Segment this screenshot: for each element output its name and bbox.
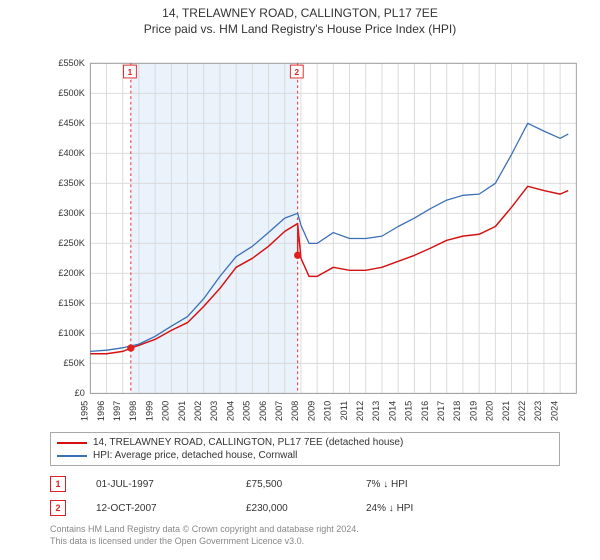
svg-text:2020: 2020 <box>485 401 495 421</box>
svg-text:2013: 2013 <box>371 401 381 421</box>
svg-text:2015: 2015 <box>404 401 414 421</box>
transaction-delta: 24% ↓ HPI <box>366 503 413 514</box>
transaction-price: £230,000 <box>246 503 366 514</box>
svg-text:£250K: £250K <box>58 238 84 248</box>
svg-text:2001: 2001 <box>177 401 187 421</box>
svg-text:2023: 2023 <box>533 401 543 421</box>
svg-text:2024: 2024 <box>549 401 559 421</box>
svg-text:£100K: £100K <box>58 328 84 338</box>
svg-text:2012: 2012 <box>355 401 365 421</box>
transaction-date: 12-OCT-2007 <box>96 503 246 514</box>
transaction-row: 2 12-OCT-2007 £230,000 24% ↓ HPI <box>50 496 560 520</box>
svg-text:2022: 2022 <box>517 401 527 421</box>
svg-text:2006: 2006 <box>258 401 268 421</box>
svg-text:2014: 2014 <box>387 401 397 421</box>
svg-text:£550K: £550K <box>58 58 84 68</box>
svg-text:£150K: £150K <box>58 298 84 308</box>
svg-text:1998: 1998 <box>128 401 138 421</box>
title-block: 14, TRELAWNEY ROAD, CALLINGTON, PL17 7EE… <box>0 0 600 37</box>
svg-text:£200K: £200K <box>58 268 84 278</box>
svg-text:£300K: £300K <box>58 208 84 218</box>
transaction-badge: 2 <box>50 500 66 516</box>
svg-text:1997: 1997 <box>112 401 122 421</box>
svg-text:£450K: £450K <box>58 118 84 128</box>
legend-swatch <box>57 455 87 457</box>
svg-text:1996: 1996 <box>96 401 106 421</box>
transaction-row: 1 01-JUL-1997 £75,500 7% ↓ HPI <box>50 472 560 496</box>
svg-text:£400K: £400K <box>58 148 84 158</box>
chart-svg: £0 £50K £100K £150K £200K £250K £300K £350K £400… <box>50 48 580 438</box>
legend-swatch <box>57 442 87 444</box>
legend-box: 14, TRELAWNEY ROAD, CALLINGTON, PL17 7EE… <box>50 432 560 466</box>
svg-text:2003: 2003 <box>209 401 219 421</box>
legend-label: 14, TRELAWNEY ROAD, CALLINGTON, PL17 7EE… <box>93 437 403 448</box>
svg-text:£50K: £50K <box>63 358 84 368</box>
svg-text:2004: 2004 <box>225 401 235 421</box>
transaction-price: £75,500 <box>246 479 366 490</box>
svg-text:2010: 2010 <box>323 401 333 421</box>
legend-row: 14, TRELAWNEY ROAD, CALLINGTON, PL17 7EE… <box>57 436 553 449</box>
transaction-badge: 1 <box>50 476 66 492</box>
svg-text:2005: 2005 <box>242 401 252 421</box>
svg-text:2007: 2007 <box>274 401 284 421</box>
transaction-delta: 7% ↓ HPI <box>366 479 408 490</box>
legend-row: HPI: Average price, detached house, Corn… <box>57 449 553 462</box>
svg-text:1999: 1999 <box>144 401 154 421</box>
badge-num: 2 <box>55 503 60 513</box>
svg-text:2018: 2018 <box>452 401 462 421</box>
chart-container: 14, TRELAWNEY ROAD, CALLINGTON, PL17 7EE… <box>0 0 600 560</box>
title-line2: Price paid vs. HM Land Registry's House … <box>0 22 600 38</box>
footer-line1: Contains HM Land Registry data © Crown c… <box>50 524 359 536</box>
badge-num: 1 <box>55 479 60 489</box>
svg-text:1995: 1995 <box>80 401 90 421</box>
svg-text:1: 1 <box>128 68 133 77</box>
svg-text:2000: 2000 <box>161 401 171 421</box>
svg-text:2021: 2021 <box>501 401 511 421</box>
svg-text:2019: 2019 <box>468 401 478 421</box>
svg-text:£500K: £500K <box>58 88 84 98</box>
footer: Contains HM Land Registry data © Crown c… <box>50 524 359 547</box>
transaction-date: 01-JUL-1997 <box>96 479 246 490</box>
svg-text:£0: £0 <box>75 388 85 398</box>
svg-text:2017: 2017 <box>436 401 446 421</box>
legend-label: HPI: Average price, detached house, Corn… <box>93 450 297 461</box>
transactions-table: 1 01-JUL-1997 £75,500 7% ↓ HPI 2 12-OCT-… <box>50 472 560 520</box>
svg-text:2008: 2008 <box>290 401 300 421</box>
svg-text:2016: 2016 <box>420 401 430 421</box>
chart-area: £0 £50K £100K £150K £200K £250K £300K £350K £400… <box>50 48 580 408</box>
svg-text:2009: 2009 <box>306 401 316 421</box>
svg-text:£350K: £350K <box>58 178 84 188</box>
svg-text:2011: 2011 <box>339 401 349 421</box>
footer-line2: This data is licensed under the Open Gov… <box>50 536 359 548</box>
svg-text:2: 2 <box>294 68 299 77</box>
svg-text:2002: 2002 <box>193 401 203 421</box>
title-line1: 14, TRELAWNEY ROAD, CALLINGTON, PL17 7EE <box>0 6 600 22</box>
